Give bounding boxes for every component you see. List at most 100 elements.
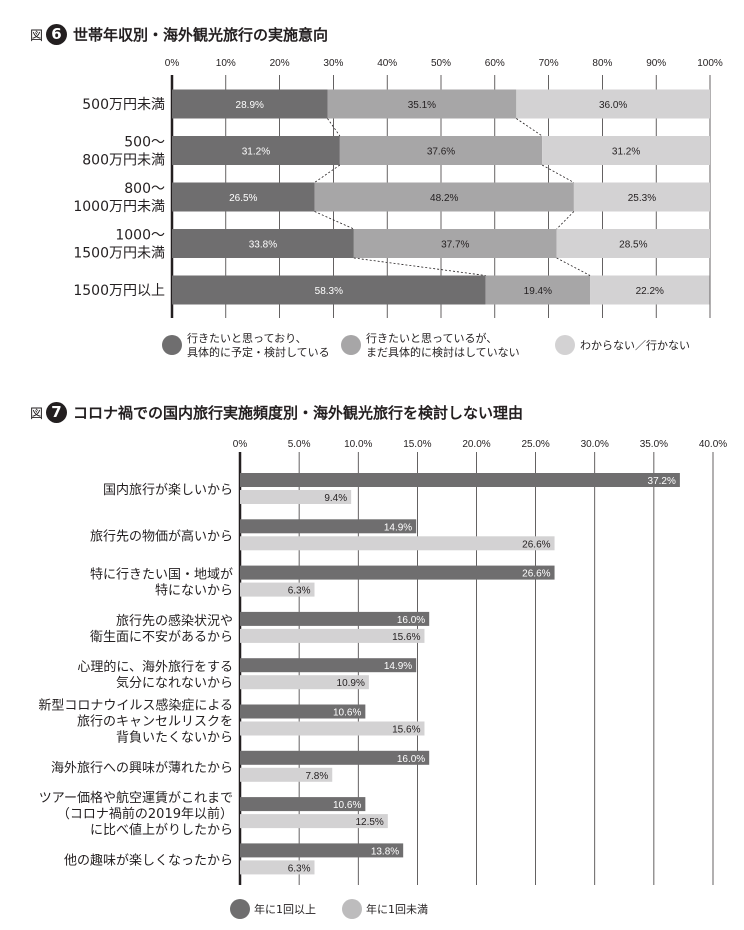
- connector-line: [314, 164, 341, 183]
- figure6-prefix: 図: [30, 29, 44, 44]
- x-tick-label: 70%: [539, 58, 559, 69]
- category-label: 心理的に、海外旅行をする: [77, 659, 233, 675]
- bar-value-label: 6.3%: [288, 863, 311, 874]
- figure6-chart: 0% 10% 20% 30% 40% 50% 60% 70% 80% 90% 100% 500万円未満…: [73, 58, 723, 359]
- segment-value-label: 36.0%: [599, 100, 627, 111]
- legend-swatch: [342, 899, 362, 919]
- bar: [240, 797, 366, 812]
- legend-label: 年に1回以上: [254, 902, 316, 916]
- x-tick-label: 40.0%: [699, 439, 727, 450]
- figure6-number-badge: 6: [46, 24, 68, 45]
- x-tick-label: 90%: [646, 58, 666, 69]
- segment-value-label: 22.2%: [636, 286, 664, 297]
- connector-line: [314, 211, 355, 230]
- legend-label: 具体的に予定・検討している: [187, 345, 330, 359]
- bar-value-label: 37.2%: [648, 476, 676, 487]
- x-tick-label: 30%: [323, 58, 343, 69]
- connector-line: [541, 164, 575, 183]
- segment-value-label: 31.2%: [242, 147, 270, 158]
- bar: [240, 843, 404, 858]
- stacked-bar-segment: [172, 89, 328, 119]
- bar-value-label: 14.9%: [384, 522, 412, 533]
- bar: [240, 767, 333, 782]
- bar-value-label: 9.4%: [324, 493, 347, 504]
- bar-value-label: 10.6%: [333, 800, 361, 811]
- x-tick-label: 40%: [377, 58, 397, 69]
- category-label: 背負いたくないから: [116, 731, 233, 746]
- bar: [240, 721, 425, 736]
- figure7-number-badge: 7: [46, 402, 68, 423]
- connector-line: [327, 118, 341, 137]
- stacked-bar-segment: [516, 89, 710, 119]
- stacked-bar-segment: [314, 182, 574, 212]
- bar: [240, 675, 369, 690]
- segment-value-label: 37.7%: [441, 240, 469, 251]
- segment-value-label: 25.3%: [628, 193, 656, 204]
- category-label: 他の趣味が楽しくなったから: [64, 852, 233, 868]
- x-tick-label: 15.0%: [403, 439, 431, 450]
- x-tick-label: 50%: [431, 58, 451, 69]
- category-label: 1500万円以上: [73, 283, 165, 299]
- connector-line: [353, 257, 486, 276]
- figure7-title: 図 7 コロナ禍での国内旅行実施頻度別・海外観光旅行を検討しない理由: [30, 402, 523, 423]
- segment-value-label: 19.4%: [524, 286, 552, 297]
- x-tick-label: 25.0%: [521, 439, 549, 450]
- segment-value-label: 33.8%: [249, 240, 277, 251]
- bar-value-label: 16.0%: [397, 754, 425, 765]
- category-label: （コロナ禍前の2019年以前）: [57, 806, 233, 822]
- category-label: 1000〜: [115, 228, 165, 244]
- legend-label: 行きたいと思っているが、: [366, 331, 497, 345]
- bar-value-label: 15.6%: [392, 725, 420, 736]
- category-label: 1500万円未満: [73, 246, 165, 262]
- stacked-bar-segment: [339, 136, 543, 165]
- segment-value-label: 28.9%: [236, 100, 264, 111]
- category-label: 500〜: [124, 135, 165, 151]
- category-label: に比べ値上がりしたから: [90, 822, 233, 838]
- stacked-bar-segment: [327, 89, 517, 119]
- legend-swatch: [230, 899, 250, 919]
- x-tick-label: 100%: [697, 58, 723, 69]
- bar: [240, 611, 430, 626]
- connector-line: [516, 118, 543, 137]
- segment-value-label: 58.3%: [315, 286, 343, 297]
- legend-swatch: [555, 335, 575, 355]
- legend-label: 行きたいと思っており、: [187, 332, 307, 345]
- bar-value-label: 16.0%: [397, 615, 425, 626]
- bar-value-label: 6.3%: [288, 586, 311, 597]
- legend-swatch: [341, 335, 361, 355]
- x-tick-label: 35.0%: [640, 439, 668, 450]
- category-label: 衛生面に不安があるから: [90, 630, 233, 645]
- category-label: 特に行きたい国・地域が: [90, 568, 233, 583]
- bar: [240, 519, 417, 534]
- category-label: 旅行先の感染状況や: [116, 613, 233, 629]
- segment-value-label: 28.5%: [619, 240, 647, 251]
- category-label: 1000万円未満: [73, 199, 165, 215]
- category-label: 800〜: [124, 181, 165, 197]
- bar: [240, 814, 388, 829]
- bar-value-label: 13.8%: [371, 846, 399, 857]
- category-label: ツアー価格や航空運賃がこれまで: [39, 790, 233, 806]
- stacked-bar-segment: [542, 136, 710, 165]
- segment-value-label: 37.6%: [427, 147, 455, 158]
- bar: [240, 658, 417, 673]
- category-label: 海外旅行への興味が薄れたから: [51, 761, 233, 776]
- segment-value-label: 31.2%: [612, 147, 640, 158]
- category-label: 800万円未満: [82, 153, 165, 169]
- bar-value-label: 26.6%: [522, 539, 550, 550]
- legend-label: わからない／行かない: [580, 339, 690, 352]
- x-tick-label: 0%: [233, 439, 248, 450]
- x-tick-label: 5.0%: [288, 439, 311, 450]
- bar-value-label: 15.6%: [392, 632, 420, 643]
- stacked-bar-segment: [172, 275, 486, 305]
- bar: [240, 704, 366, 719]
- bar: [240, 628, 425, 643]
- connector-line: [556, 257, 591, 276]
- bar: [240, 860, 315, 875]
- bar-value-label: 14.9%: [384, 661, 412, 672]
- x-tick-label: 60%: [485, 58, 505, 69]
- category-label: 国内旅行が楽しいから: [103, 482, 233, 498]
- bar: [240, 750, 430, 765]
- x-tick-label: 30.0%: [581, 439, 609, 450]
- bar-value-label: 12.5%: [355, 817, 383, 828]
